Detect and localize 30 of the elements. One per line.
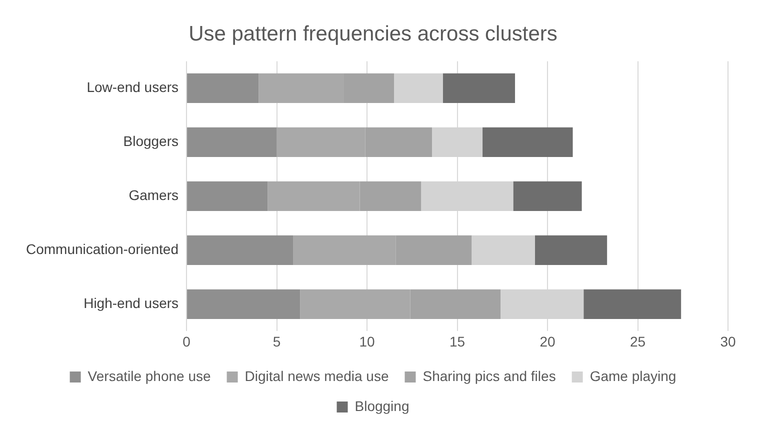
bar xyxy=(534,235,608,266)
bar xyxy=(472,235,535,266)
x-tick-label: 25 xyxy=(630,333,646,350)
x-tick-label: 15 xyxy=(449,333,466,350)
y-tick-label: Gamers xyxy=(128,187,179,204)
x-tick-label: 30 xyxy=(720,333,736,350)
bar xyxy=(187,73,259,104)
x-tick-label: 10 xyxy=(359,333,376,350)
x-tick-label: 5 xyxy=(272,333,281,350)
bar xyxy=(187,289,300,320)
chart-title: Use pattern frequencies across clusters xyxy=(188,22,558,46)
bar xyxy=(187,181,268,212)
y-tick-label: Communication-oriented xyxy=(26,241,179,258)
x-tick-label: 0 xyxy=(182,333,191,350)
legend-label: Versatile phone use xyxy=(88,368,211,384)
bar xyxy=(513,181,582,212)
y-tick-label: High-end users xyxy=(84,295,179,312)
legend-label: Sharing pics and files xyxy=(422,368,556,384)
bar xyxy=(584,289,682,320)
y-tick-label: Bloggers xyxy=(123,133,179,150)
bar xyxy=(442,73,516,104)
bar xyxy=(394,73,443,104)
legend-label: Digital news media use xyxy=(244,368,389,384)
legend-label: Game playing xyxy=(590,368,676,384)
x-tick-label: 20 xyxy=(540,333,556,350)
y-tick-label: Low-end users xyxy=(86,79,179,96)
bar xyxy=(187,127,277,158)
bar xyxy=(187,235,294,266)
bar xyxy=(482,127,573,158)
legend-label: Blogging xyxy=(354,398,410,414)
